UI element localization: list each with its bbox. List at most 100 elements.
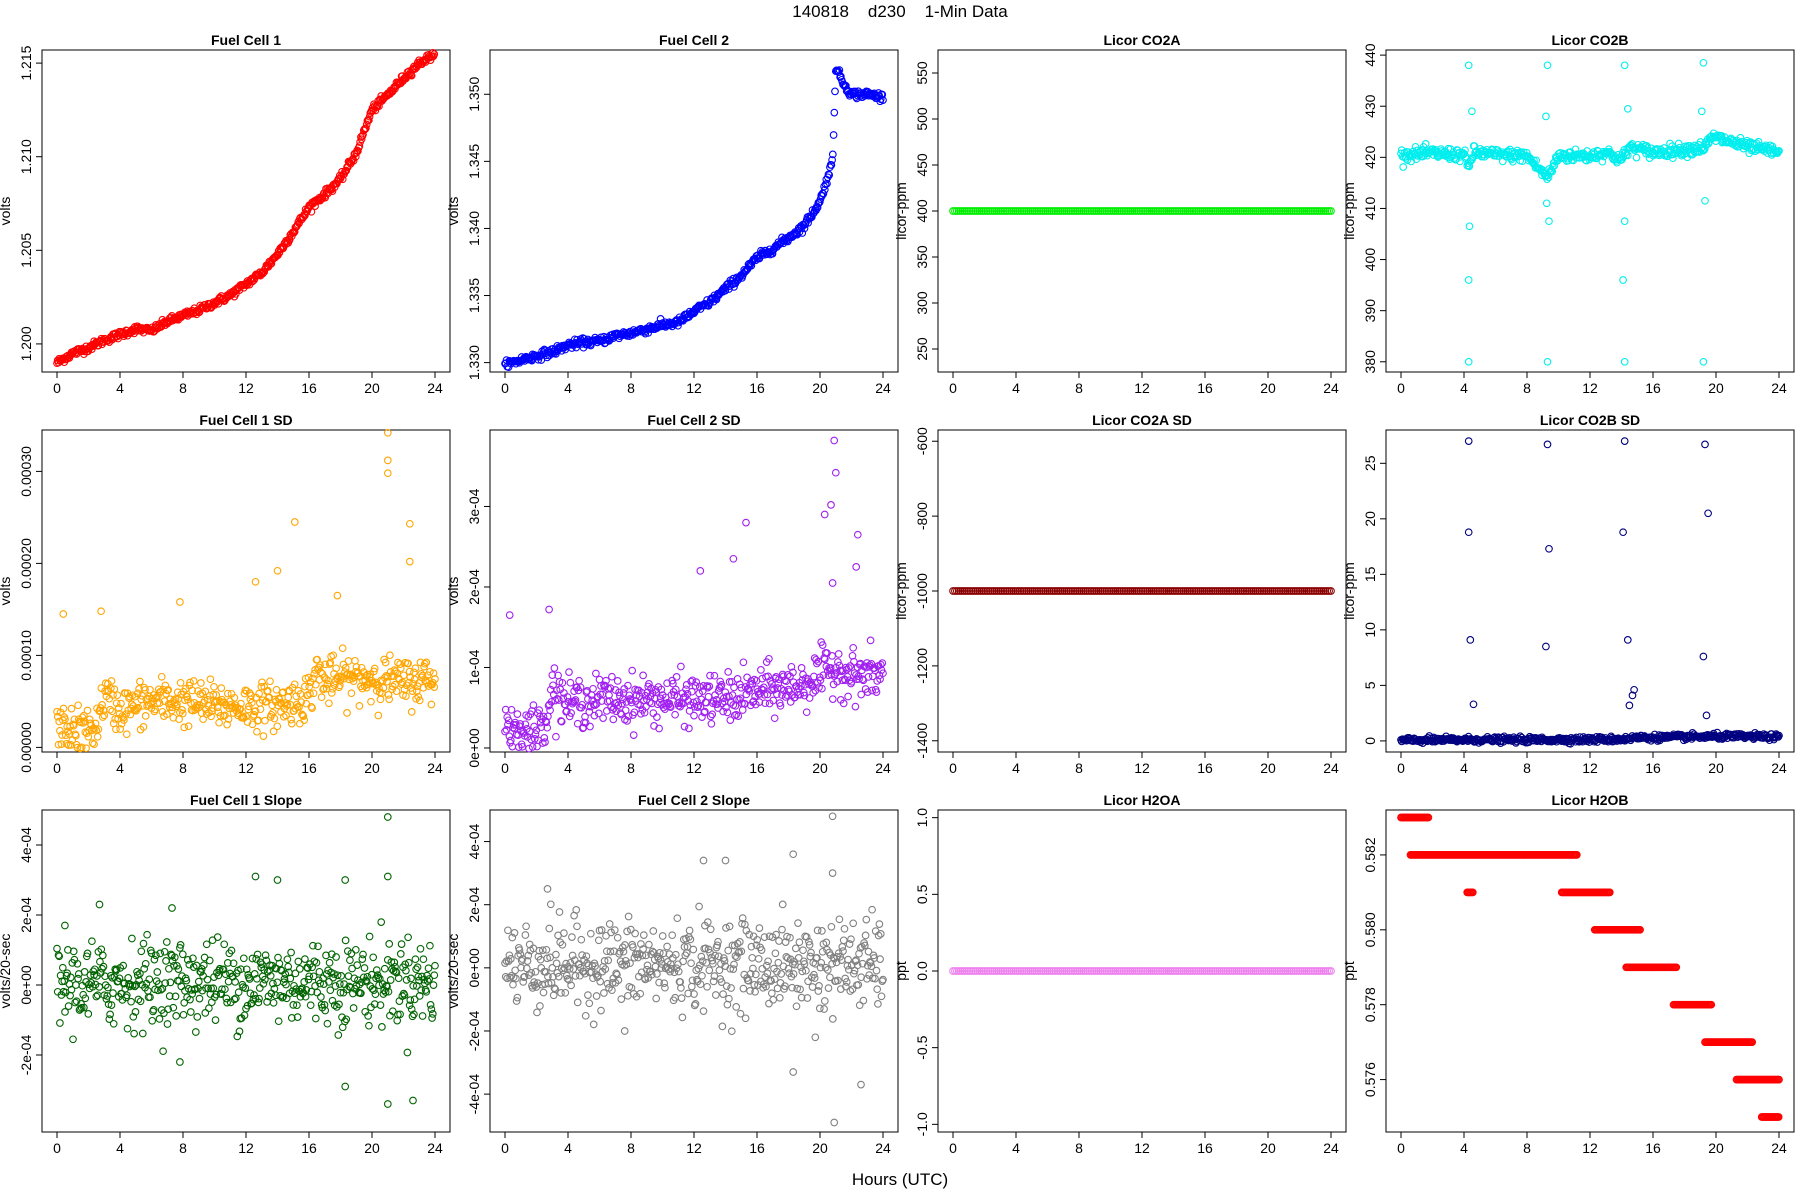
data-point [362, 672, 370, 680]
data-point [505, 611, 514, 619]
data-point [257, 682, 266, 691]
data-point [617, 710, 626, 719]
data-point [153, 968, 162, 976]
x-tick-label: 16 [749, 760, 765, 776]
data-point [72, 731, 80, 740]
data-point [767, 989, 776, 998]
y-tick-label: 550 [914, 61, 930, 85]
data-point [202, 940, 211, 949]
x-tick-label: 20 [1260, 380, 1276, 396]
data-point [830, 108, 839, 117]
data-point [504, 716, 513, 725]
data-point [589, 684, 597, 693]
y-tick-label: 5 [1362, 681, 1378, 689]
data-point [138, 1029, 147, 1038]
y-axis-label: volts/20-sec [0, 934, 13, 1009]
data-point [807, 213, 816, 221]
data-point [875, 920, 884, 928]
data-point [1625, 701, 1634, 710]
data-point [413, 963, 422, 972]
data-point [90, 724, 99, 733]
data-point [734, 712, 743, 720]
data-point [58, 731, 66, 739]
data-point [54, 740, 63, 749]
data-point [551, 696, 560, 705]
data-point [338, 644, 347, 653]
plot-frame [1385, 49, 1795, 373]
data-point [365, 932, 374, 941]
y-axis-label: volts [445, 197, 461, 226]
data-point [730, 683, 738, 692]
data-point [824, 984, 833, 992]
data-point [251, 577, 260, 586]
y-axis-label: volts/20-sec [445, 934, 461, 1009]
data-point [1421, 140, 1430, 148]
data-point [359, 950, 367, 959]
data-point [383, 428, 392, 437]
data-point [645, 680, 653, 688]
data-point [789, 1068, 798, 1076]
data-point [113, 691, 122, 700]
x-tick-label: 8 [1523, 380, 1531, 396]
data-point [1327, 207, 1335, 215]
data-point [255, 689, 263, 698]
data-point [1464, 276, 1473, 284]
data-point [59, 610, 68, 618]
data-point [687, 677, 695, 686]
data-point [827, 501, 835, 509]
data-point [804, 977, 812, 986]
data-point [323, 1019, 332, 1028]
data-point [272, 685, 281, 694]
data-point [56, 1019, 64, 1027]
data-point [589, 1020, 598, 1029]
data-point [877, 992, 886, 1001]
data-point [739, 984, 748, 993]
data-point [53, 707, 61, 716]
y-tick-label: 2e-04 [18, 897, 34, 933]
data-point [1542, 199, 1551, 208]
x-tick-label: 8 [179, 380, 187, 396]
data-point [672, 673, 681, 681]
data-point [577, 703, 586, 712]
data-point [684, 697, 693, 705]
data-point [1623, 636, 1632, 644]
data-point [98, 713, 107, 721]
data-point [283, 700, 292, 709]
data-point [594, 709, 603, 718]
data-point [811, 1033, 820, 1042]
data-point [155, 1015, 164, 1023]
data-point [521, 931, 530, 939]
data-point [370, 664, 379, 673]
data-point [349, 677, 358, 686]
data-point [629, 731, 638, 739]
data-point [543, 885, 552, 893]
x-tick-label: 20 [1260, 1140, 1276, 1156]
data-point [99, 962, 108, 971]
data-point [216, 711, 225, 720]
data-point [1619, 276, 1627, 284]
x-tick-label: 20 [364, 1140, 380, 1156]
data-point [405, 667, 414, 676]
data-point [211, 1016, 220, 1024]
data-point [524, 712, 533, 721]
panel-title: Licor CO2A [1103, 32, 1180, 48]
data-point [224, 715, 233, 723]
data-point [754, 954, 763, 963]
data-point [61, 715, 69, 724]
data-point [127, 997, 135, 1006]
data-point [728, 691, 737, 699]
y-tick-label: 400 [914, 199, 930, 223]
data-point [853, 530, 862, 539]
data-point [301, 682, 309, 691]
data-point [748, 953, 757, 962]
data-point [362, 124, 370, 133]
data-point [613, 677, 622, 685]
data-point [297, 698, 306, 706]
data-point [789, 850, 798, 859]
data-point [663, 942, 671, 951]
data-point [631, 929, 639, 938]
data-point [712, 696, 721, 704]
data-point [597, 1006, 605, 1015]
